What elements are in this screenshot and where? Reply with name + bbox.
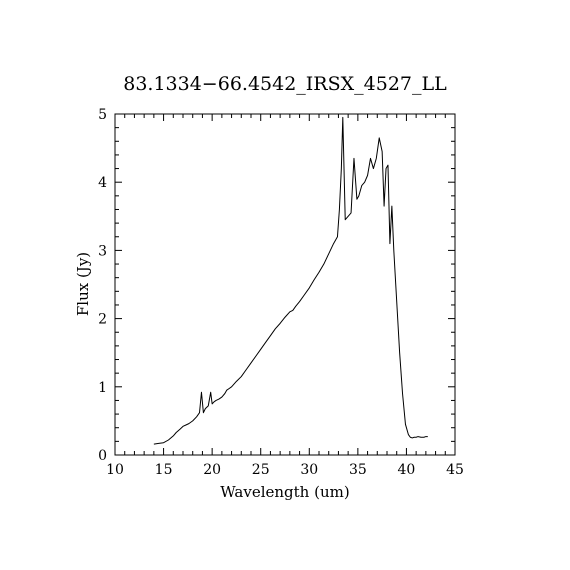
chart-title: 83.1334−66.4542_IRSX_4527_LL	[123, 73, 447, 95]
x-tick-label: 40	[398, 462, 416, 478]
y-tick-label: 3	[98, 243, 107, 259]
x-tick-label: 45	[446, 462, 464, 478]
x-tick-label: 25	[252, 462, 270, 478]
plot-frame	[114, 113, 456, 456]
y-axis: 0 1 2 3 4 5	[98, 107, 455, 464]
x-tick-label: 30	[300, 462, 318, 478]
x-tick-label: 35	[349, 462, 367, 478]
x-axis-label: Wavelength (um)	[220, 483, 349, 501]
y-tick-label: 1	[98, 380, 107, 396]
y-tick-label: 5	[98, 107, 107, 123]
y-tick-label: 0	[98, 448, 107, 464]
x-axis: 10 15 20 25 30 35 40 45	[106, 114, 464, 478]
x-tick-label: 10	[106, 462, 124, 478]
x-tick-label: 15	[155, 462, 173, 478]
x-tick-label: 20	[203, 462, 221, 478]
flux-spectrum-line	[153, 116, 428, 445]
y-tick-label: 4	[98, 175, 107, 191]
y-tick-label: 2	[98, 312, 107, 328]
y-axis-label: Flux (Jy)	[74, 252, 92, 316]
